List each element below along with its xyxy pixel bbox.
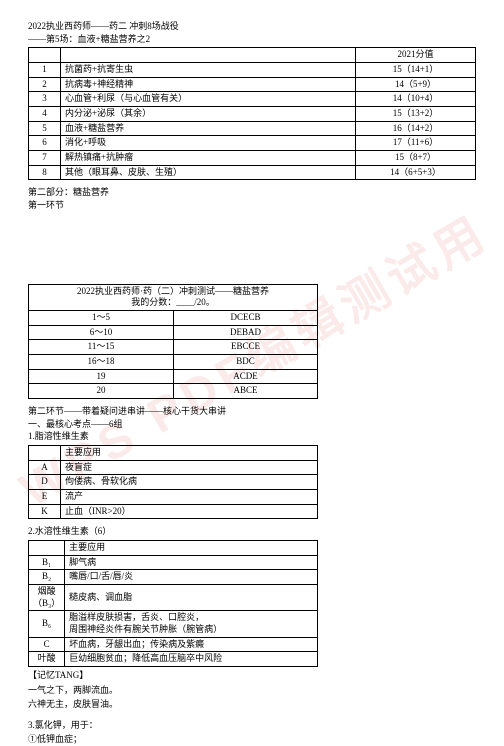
battle-table: 2021分值 1抗菌药+抗寄生虫15（14+1） 2抗病毒+神经精神14（5+9… bbox=[28, 47, 476, 180]
table-row: D佝偻病、骨软化病 bbox=[29, 475, 318, 490]
table-row: 叶酸巨幼细胞贫血；降低高血压脑卒中风险 bbox=[29, 652, 318, 667]
t1-blank bbox=[29, 48, 61, 63]
table-row: 2抗病毒+神经精神14（5+9） bbox=[29, 77, 476, 92]
t1-header-score: 2021分值 bbox=[356, 48, 476, 63]
quiz-score-line: 我的分数：____/20。 bbox=[33, 297, 313, 309]
t3-blank bbox=[29, 445, 61, 460]
mnemonic-line2: 六神无主，皮肤冒油。 bbox=[28, 698, 476, 711]
sec2-title: 2.水溶性维生素（6） bbox=[28, 525, 476, 538]
table-row: 7解热镇痛+抗肿瘤15（8+7） bbox=[29, 151, 476, 166]
ring1-label: 第一环节 bbox=[28, 199, 476, 212]
table-row: K止血（INR>20） bbox=[29, 504, 318, 519]
sec3-title: 3.氯化钾，用于： bbox=[28, 719, 476, 732]
ring2-label2: 一、最核心考点——6组 bbox=[28, 418, 476, 431]
table-row: E流产 bbox=[29, 489, 318, 504]
water-soluble-table: 主要应用 B₁脚气病 B₂嘴唇/口/舌/唇/炎 烟酸 （B₃）糙皮病、调血脂 B… bbox=[28, 540, 318, 667]
mnemonic-line1: 一气之下，两脚流血。 bbox=[28, 684, 476, 697]
table-row: 烟酸 （B₃）糙皮病、调血脂 bbox=[29, 584, 318, 610]
table-row: B₂嘴唇/口/舌/唇/炎 bbox=[29, 570, 318, 585]
table-row: 19ACDE bbox=[29, 369, 318, 384]
table-row: 3心血管+利尿（与心血管有关）14（10+4） bbox=[29, 92, 476, 107]
table-row: 11～15EBCCE bbox=[29, 340, 318, 355]
t4-blank bbox=[29, 540, 65, 555]
table-row: 6消化+呼吸17（11+6） bbox=[29, 136, 476, 151]
sec3-item: ①低钾血症； bbox=[28, 733, 476, 746]
ring2-label1: 第二环节——带着疑问进串讲——核心干货大串讲 bbox=[28, 405, 476, 418]
table-row: 16～18BDC bbox=[29, 355, 318, 370]
header-line2: ——第5场：血液+糖盐营养之2 bbox=[28, 33, 476, 46]
table-row: 8其他（眼耳鼻、皮肤、生殖）14（6+5+3） bbox=[29, 165, 476, 180]
fat-soluble-table: 主要应用 A夜盲症 D佝偻病、骨软化病 E流产 K止血（INR>20） bbox=[28, 445, 318, 519]
table-row: 1抗菌药+抗寄生虫15（14+1） bbox=[29, 62, 476, 77]
table-row: 5血液+糖盐营养16（14+2） bbox=[29, 121, 476, 136]
quiz-title-row: 2022执业西药师·药（二）冲刺测试——糖盐营养 我的分数：____/20。 bbox=[29, 284, 318, 310]
part2-label: 第二部分：糖盐营养 bbox=[28, 186, 476, 199]
quiz-table: 2022执业西药师·药（二）冲刺测试——糖盐营养 我的分数：____/20。 1… bbox=[28, 284, 318, 400]
table-row: A夜盲症 bbox=[29, 460, 318, 475]
table-row: 4内分泌+泌尿（其余）15（13+2） bbox=[29, 106, 476, 121]
sec1-title: 1.脂溶性维生素 bbox=[28, 430, 476, 443]
quiz-title: 2022执业西药师·药（二）冲刺测试——糖盐营养 bbox=[33, 286, 313, 298]
header-line1: 2022执业西药师——药二 冲刺8场战役 bbox=[28, 20, 476, 33]
t3-header: 主要应用 bbox=[61, 445, 318, 460]
table-row: 1～5DCECB bbox=[29, 310, 318, 325]
mnemonic-title: 【记忆TANG】 bbox=[28, 669, 476, 682]
table-row: 20ABCE bbox=[29, 384, 318, 399]
t4-header: 主要应用 bbox=[65, 540, 318, 555]
table-row: B₁脚气病 bbox=[29, 555, 318, 570]
table-row: B₆脂溢样皮肤损害，舌炎、口腔炎， 周围神经炎件有腕关节肿胀（腕管病） bbox=[29, 611, 318, 637]
table-row: 6～10DEBAD bbox=[29, 325, 318, 340]
table-row: C坏血病，牙龈出血；传染病及紫癜 bbox=[29, 637, 318, 652]
t1-blank2 bbox=[61, 48, 356, 63]
